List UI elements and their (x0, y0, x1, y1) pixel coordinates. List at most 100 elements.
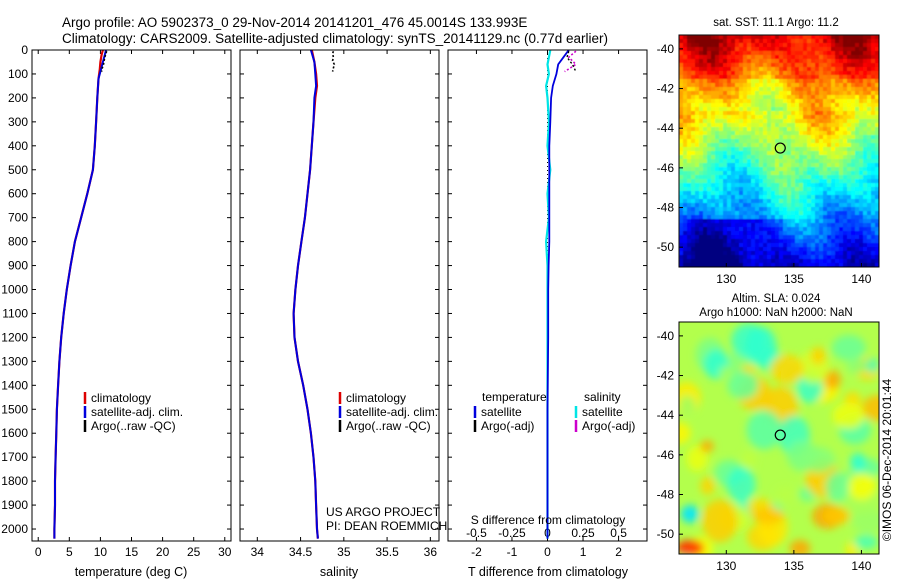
sst-cell (867, 175, 872, 180)
sst-cell (735, 211, 740, 216)
sst-cell (743, 219, 748, 224)
sst-cell (683, 143, 688, 148)
map-y-tick-label: -50 (657, 240, 675, 254)
sst-cell (679, 139, 684, 144)
sst-cell (707, 115, 712, 120)
sst-cell (707, 87, 712, 92)
sst-cell (763, 147, 768, 152)
sst-cell (855, 155, 860, 160)
sst-cell (831, 151, 836, 156)
sst-cell (843, 35, 848, 40)
sst-cell (819, 75, 824, 80)
sst-cell (759, 171, 764, 176)
sst-cell (847, 139, 852, 144)
sst-cell (755, 63, 760, 68)
sst-cell (723, 87, 728, 92)
sst-cell (687, 87, 692, 92)
sst-cell (743, 103, 748, 108)
sst-cell (803, 163, 808, 168)
sst-cell (711, 259, 716, 264)
sst-cell (755, 175, 760, 180)
sst-cell (755, 187, 760, 192)
sst-cell (775, 83, 780, 88)
sst-cell (803, 227, 808, 232)
sst-cell (679, 67, 684, 72)
sst-cell (699, 107, 704, 112)
sst-cell (755, 83, 760, 88)
difference-y-ticks (448, 49, 647, 530)
sst-cell (707, 247, 712, 252)
y-tick-label: 1300 (1, 354, 28, 368)
sst-cell (867, 47, 872, 52)
header-line-2: Climatology: CARS2009. Satellite-adjuste… (62, 31, 608, 46)
sst-cell (851, 251, 856, 256)
sst-cell (703, 75, 708, 80)
sst-cell (711, 191, 716, 196)
sst-cell (683, 239, 688, 244)
sst-cell (779, 147, 784, 152)
sst-cell (771, 155, 776, 160)
sst-cell (707, 79, 712, 84)
sst-cell (863, 139, 868, 144)
sst-cell (783, 103, 788, 108)
sst-cell (711, 131, 716, 136)
sst-cell (707, 139, 712, 144)
sst-cell (851, 163, 856, 168)
sst-cell (791, 59, 796, 64)
sst-cell (795, 47, 800, 52)
sst-cell (843, 227, 848, 232)
sst-cell (703, 127, 708, 132)
sst-cell (699, 67, 704, 72)
sst-cell (771, 259, 776, 264)
sst-cell (731, 79, 736, 84)
sst-cell (767, 59, 772, 64)
sst-cell (691, 139, 696, 144)
sst-cell (859, 87, 864, 92)
argo-location-marker (774, 142, 786, 154)
sst-cell (831, 239, 836, 244)
sst-cell (815, 191, 820, 196)
sst-cell (715, 175, 720, 180)
sst-cell (843, 111, 848, 116)
sst-cell (819, 235, 824, 240)
sst-cell (763, 219, 768, 224)
sst-cell (811, 191, 816, 196)
sst-cell (811, 55, 816, 60)
sst-cell (723, 215, 728, 220)
map-y-tick-label: -46 (657, 448, 675, 462)
sst-cell (691, 67, 696, 72)
sst-cell (727, 47, 732, 52)
sst-cell (863, 67, 868, 72)
sst-cell (755, 163, 760, 168)
sst-cell (819, 51, 824, 56)
sst-cell (735, 107, 740, 112)
sst-cell (743, 147, 748, 152)
sst-cell (875, 135, 879, 140)
sst-cell (859, 99, 864, 104)
sst-cell (683, 91, 688, 96)
sst-cell (827, 199, 832, 204)
sst-cell (871, 119, 876, 124)
sst-cell (723, 59, 728, 64)
sst-cell (839, 87, 844, 92)
sst-cell (723, 67, 728, 72)
sst-cell (735, 247, 740, 252)
sst-cell (767, 223, 772, 228)
sst-cell (751, 167, 756, 172)
sst-cell (707, 111, 712, 116)
sst-cell (711, 63, 716, 68)
sst-cell (783, 151, 788, 156)
sst-cell (827, 227, 832, 232)
sst-cell (779, 59, 784, 64)
sst-cell (735, 47, 740, 52)
sla-blob (718, 366, 733, 378)
sst-cell (871, 155, 876, 160)
sst-cell (815, 167, 820, 172)
sst-cell (779, 131, 784, 136)
sst-cell (767, 83, 772, 88)
sst-cell (735, 187, 740, 192)
sst-cell (847, 171, 852, 176)
sst-cell (755, 99, 760, 104)
y-tick-label: 2000 (1, 522, 28, 536)
sst-cell (803, 135, 808, 140)
